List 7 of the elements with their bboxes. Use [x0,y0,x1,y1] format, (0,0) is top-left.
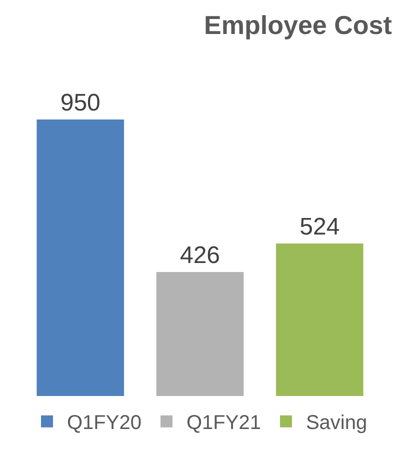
data-label: 426 [180,242,220,270]
legend-label: Q1FY20 [67,412,142,434]
data-label: 950 [60,90,100,117]
data-label: 524 [300,214,340,241]
chart-title: Employee Cost [204,10,392,40]
legend-label: Saving [306,412,368,434]
legend-label: Q1FY21 [186,412,261,434]
